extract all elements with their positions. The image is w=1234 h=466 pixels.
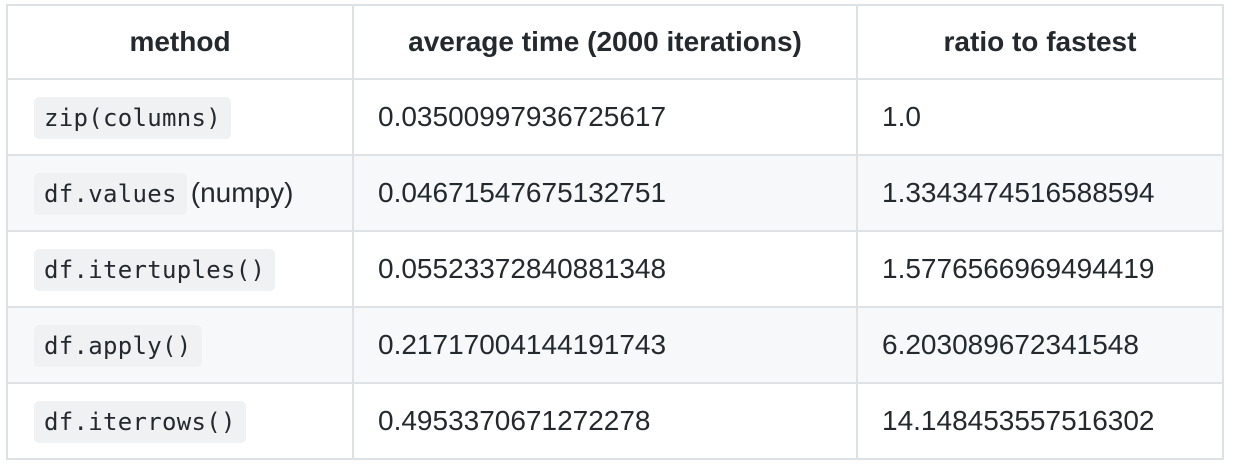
header-average-time: average time (2000 iterations) xyxy=(352,4,858,80)
method-cell: zip(columns) xyxy=(6,78,354,156)
method-code: df.itertuples() xyxy=(34,249,276,291)
method-code: df.values xyxy=(34,173,187,215)
benchmark-table-container: method average time (2000 iterations) ra… xyxy=(6,4,1224,460)
ratio-cell: 6.203089672341548 xyxy=(856,306,1224,384)
benchmark-table: method average time (2000 iterations) ra… xyxy=(6,4,1224,460)
method-cell: df.apply() xyxy=(6,306,354,384)
ratio-cell: 1.3343474516588594 xyxy=(856,154,1224,232)
method-cell: df.values (numpy) xyxy=(6,154,354,232)
table-row: zip(columns) 0.03500997936725617 1.0 xyxy=(6,78,1224,156)
table-row: df.iterrows() 0.4953370671272278 14.1484… xyxy=(6,382,1224,460)
ratio-cell: 14.148453557516302 xyxy=(856,382,1224,460)
average-time-cell: 0.21717004144191743 xyxy=(352,306,858,384)
table-header-row: method average time (2000 iterations) ra… xyxy=(6,4,1224,80)
header-method: method xyxy=(6,4,354,80)
average-time-cell: 0.03500997936725617 xyxy=(352,78,858,156)
table-row: df.values (numpy) 0.04671547675132751 1.3… xyxy=(6,154,1224,232)
method-code: df.apply() xyxy=(34,325,202,367)
average-time-cell: 0.4953370671272278 xyxy=(352,382,858,460)
average-time-cell: 0.05523372840881348 xyxy=(352,230,858,308)
method-code: df.iterrows() xyxy=(34,401,246,443)
ratio-cell: 1.0 xyxy=(856,78,1224,156)
method-cell: df.itertuples() xyxy=(6,230,354,308)
method-cell: df.iterrows() xyxy=(6,382,354,460)
table-row: df.apply() 0.21717004144191743 6.2030896… xyxy=(6,306,1224,384)
average-time-cell: 0.04671547675132751 xyxy=(352,154,858,232)
table-row: df.itertuples() 0.05523372840881348 1.57… xyxy=(6,230,1224,308)
header-ratio: ratio to fastest xyxy=(856,4,1224,80)
method-suffix: (numpy) xyxy=(190,177,294,208)
ratio-cell: 1.5776566969494419 xyxy=(856,230,1224,308)
method-code: zip(columns) xyxy=(34,97,231,139)
